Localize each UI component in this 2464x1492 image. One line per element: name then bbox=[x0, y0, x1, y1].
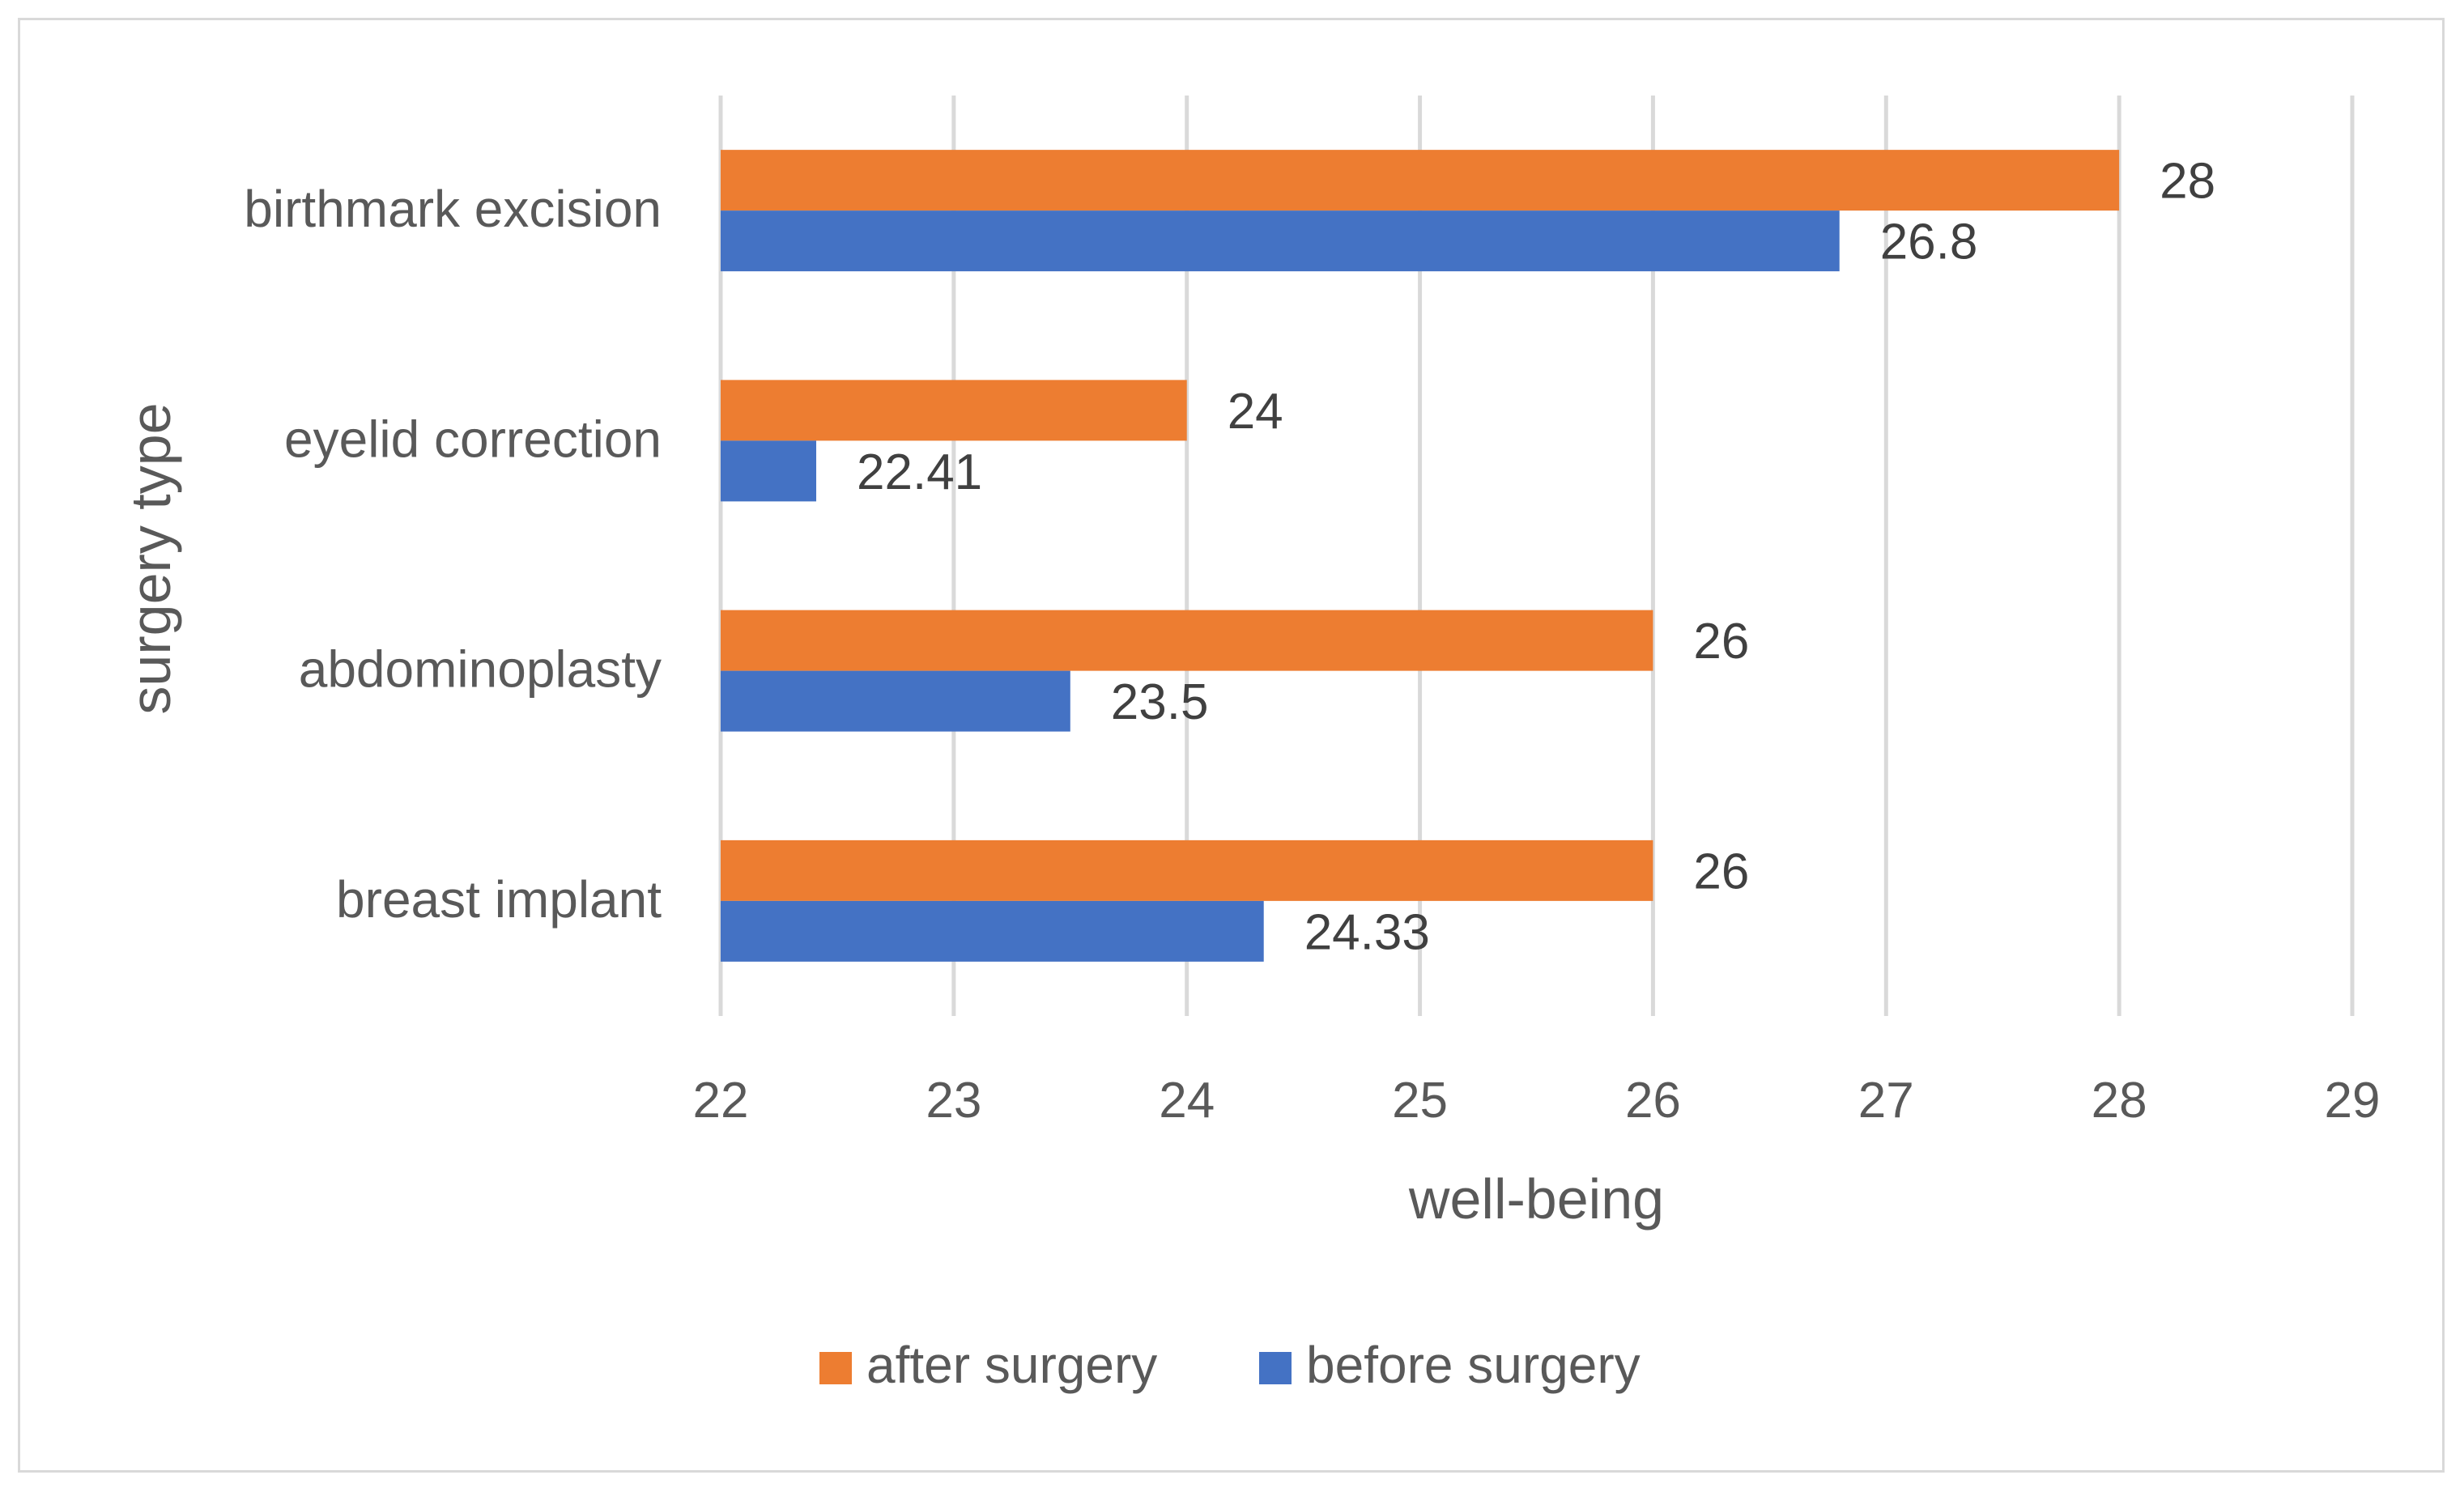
bar-after-surgery bbox=[721, 380, 1187, 440]
legend-swatch bbox=[1259, 1352, 1292, 1384]
data-labels: 28 26.8 24 22.41 26 23.5 26 24.33 bbox=[857, 154, 2215, 961]
bar-before-surgery bbox=[721, 901, 1264, 962]
bar-chart: 28 26.8 24 22.41 26 23.5 26 24.33 birthmark exc… bbox=[0, 0, 2464, 1492]
data-label: 26 bbox=[1693, 844, 1749, 899]
legend-label: before surgery bbox=[1306, 1336, 1641, 1394]
bar-before-surgery bbox=[721, 440, 816, 501]
x-tick-label: 25 bbox=[1392, 1073, 1448, 1129]
x-tick-label: 28 bbox=[2092, 1073, 2147, 1129]
x-tick-label: 29 bbox=[2325, 1073, 2381, 1129]
x-tick-label: 27 bbox=[1858, 1073, 1914, 1129]
category-label: birthmark excision bbox=[244, 180, 662, 238]
category-labels: birthmark excision eyelid correction abdom… bbox=[244, 180, 662, 929]
data-label: 26.8 bbox=[1880, 215, 1978, 270]
x-tick-labels: 22 23 24 25 26 27 28 29 bbox=[693, 1073, 2381, 1129]
data-label: 24 bbox=[1228, 384, 1283, 440]
bar-after-surgery bbox=[721, 150, 2119, 210]
x-tick-label: 22 bbox=[693, 1073, 749, 1129]
bar-after-surgery bbox=[721, 840, 1653, 901]
data-label: 23.5 bbox=[1111, 674, 1209, 730]
bar-after-surgery bbox=[721, 610, 1653, 671]
data-label: 28 bbox=[2160, 154, 2215, 210]
category-label: abdominoplasty bbox=[299, 640, 662, 699]
category-label: eyelid correction bbox=[284, 410, 662, 468]
bar-before-surgery bbox=[721, 210, 1840, 271]
bar-before-surgery bbox=[721, 671, 1070, 732]
legend: after surgery before surgery bbox=[819, 1336, 1641, 1394]
data-label: 22.41 bbox=[857, 444, 982, 500]
y-axis-title: surgery type bbox=[119, 402, 182, 714]
legend-swatch bbox=[819, 1352, 852, 1384]
x-tick-label: 24 bbox=[1159, 1073, 1215, 1129]
category-label: breast implant bbox=[336, 870, 662, 929]
x-tick-label: 23 bbox=[926, 1073, 981, 1129]
legend-label: after surgery bbox=[866, 1336, 1157, 1394]
x-axis-title: well-being bbox=[1408, 1167, 1664, 1231]
data-label: 24.33 bbox=[1304, 904, 1430, 960]
data-label: 26 bbox=[1693, 614, 1749, 669]
x-tick-label: 26 bbox=[1625, 1073, 1681, 1129]
